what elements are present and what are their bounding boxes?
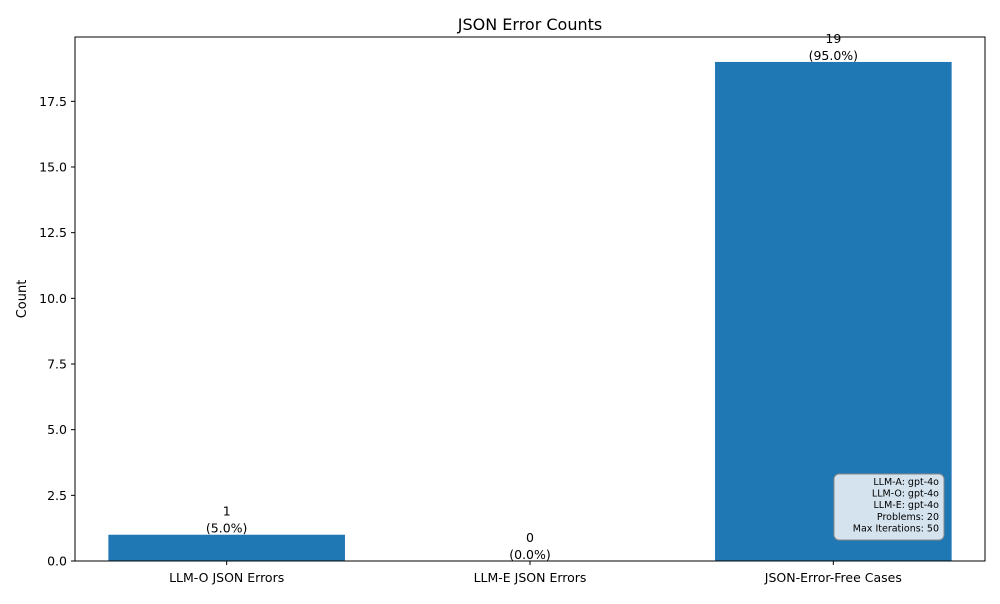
y-tick-label: 0.0: [47, 554, 67, 569]
bar-value-label: 19: [825, 31, 841, 46]
x-tick-label: LLM-E JSON Errors: [474, 570, 587, 585]
info-box-line: Max Iterations: 50: [853, 523, 939, 534]
bar-percent-label: (95.0%): [809, 48, 858, 63]
y-tick-label: 10.0: [39, 291, 67, 306]
y-tick-label: 2.5: [47, 488, 67, 503]
bar-value-label: 0: [526, 530, 534, 545]
info-box-background: [833, 473, 945, 541]
bar: [108, 534, 345, 561]
y-tick-label: 17.5: [39, 94, 67, 109]
y-tick-label: 12.5: [39, 225, 67, 240]
info-box-line: LLM-E: gpt-4o: [873, 500, 939, 511]
y-axis-label: Count: [15, 280, 30, 319]
info-box-line: LLM-O: gpt-4o: [872, 489, 939, 500]
y-tick-label: 7.5: [47, 357, 67, 372]
x-tick-label: JSON-Error-Free Cases: [764, 570, 902, 585]
y-tick-label: 5.0: [47, 422, 67, 437]
bar-percent-label: (0.0%): [509, 547, 551, 562]
bar-value-label: 1: [223, 504, 231, 519]
chart-title: JSON Error Counts: [457, 15, 602, 34]
x-tick-label: LLM-O JSON Errors: [169, 570, 284, 585]
plot-frame: [74, 36, 986, 562]
y-tick-label: 15.0: [39, 160, 67, 175]
plot-area: 0.0 2.5 5.0 7.5 10.0 12.5 15.0 17.5 LLM-O JSON E…: [39, 31, 952, 585]
info-box-line: Problems: 20: [877, 512, 939, 523]
bar-percent-label: (5.0%): [206, 521, 248, 536]
info-box-line: LLM-A: gpt-4o: [873, 477, 939, 488]
